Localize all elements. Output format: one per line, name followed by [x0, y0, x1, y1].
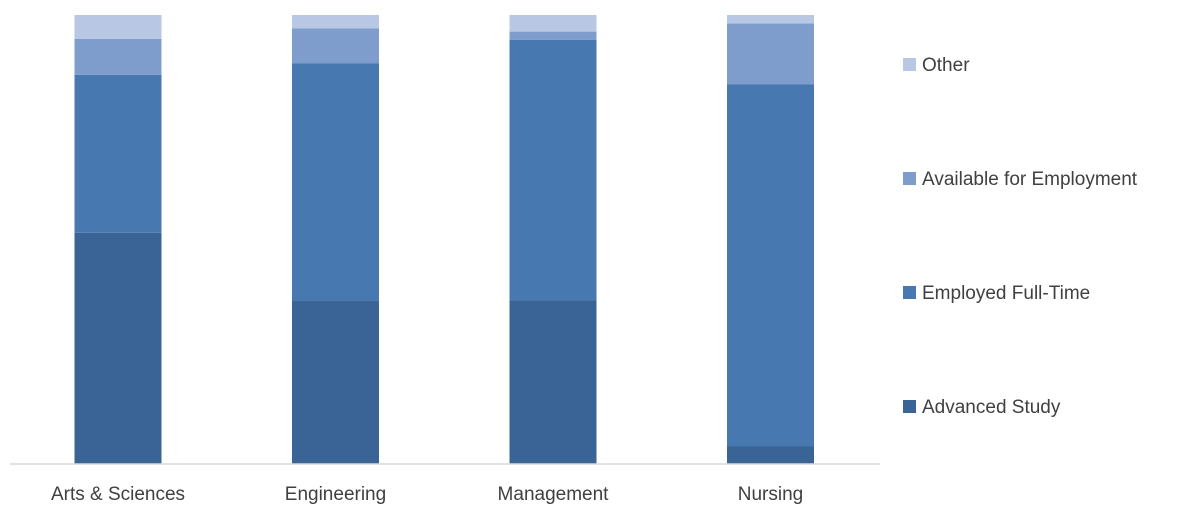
- bar-segment-nursing-employed-full-time: [727, 84, 814, 447]
- legend-swatch-available-for-employment: [903, 172, 916, 185]
- bar-segment-nursing-advanced-study: [727, 446, 814, 464]
- bar-segment-nursing-other: [727, 15, 814, 24]
- legend-item-advanced-study: Advanced Study: [903, 397, 1061, 418]
- x-tick-label-management: Management: [498, 484, 610, 505]
- legend-item-employed-full-time: Employed Full-Time: [903, 283, 1090, 304]
- bar-segment-engineering-available-for-employment: [292, 28, 379, 64]
- bar-segment-management-employed-full-time: [509, 39, 597, 301]
- legend-label-available-for-employment: Available for Employment: [922, 169, 1138, 190]
- bar-segment-engineering-employed-full-time: [292, 63, 379, 302]
- x-tick-label-engineering: Engineering: [285, 484, 386, 505]
- bar-segment-nursing-available-for-employment: [727, 23, 814, 85]
- x-tick-label-nursing: Nursing: [738, 484, 803, 505]
- x-axis-labels: Arts & Sciences Engineering Management Nurs…: [51, 484, 803, 505]
- bar-segment-management-available-for-employment: [509, 31, 597, 40]
- legend-item-available-for-employment: Available for Employment: [903, 169, 1138, 190]
- legend-swatch-employed-full-time: [903, 286, 916, 299]
- legend-label-other: Other: [922, 55, 970, 76]
- bar-segment-engineering-advanced-study: [292, 301, 379, 464]
- bar-segment-arts-and-sciences-employed-full-time: [74, 74, 162, 233]
- x-tick-label-arts-and-sciences: Arts & Sciences: [51, 484, 185, 505]
- plot-area: [74, 15, 814, 464]
- legend: Other Available for Employment Employed Fu…: [903, 55, 1138, 418]
- legend-swatch-advanced-study: [903, 400, 916, 413]
- legend-item-other: Other: [903, 55, 970, 76]
- bar-segment-arts-and-sciences-other: [74, 15, 162, 39]
- bar-segment-management-other: [509, 15, 597, 32]
- bar-segment-management-advanced-study: [509, 300, 597, 464]
- bar-segment-arts-and-sciences-advanced-study: [74, 232, 162, 464]
- bar-segment-arts-and-sciences-available-for-employment: [74, 38, 162, 75]
- bar-segment-engineering-other: [292, 15, 379, 29]
- legend-label-employed-full-time: Employed Full-Time: [922, 283, 1090, 304]
- legend-label-advanced-study: Advanced Study: [922, 397, 1061, 418]
- legend-swatch-other: [903, 58, 916, 71]
